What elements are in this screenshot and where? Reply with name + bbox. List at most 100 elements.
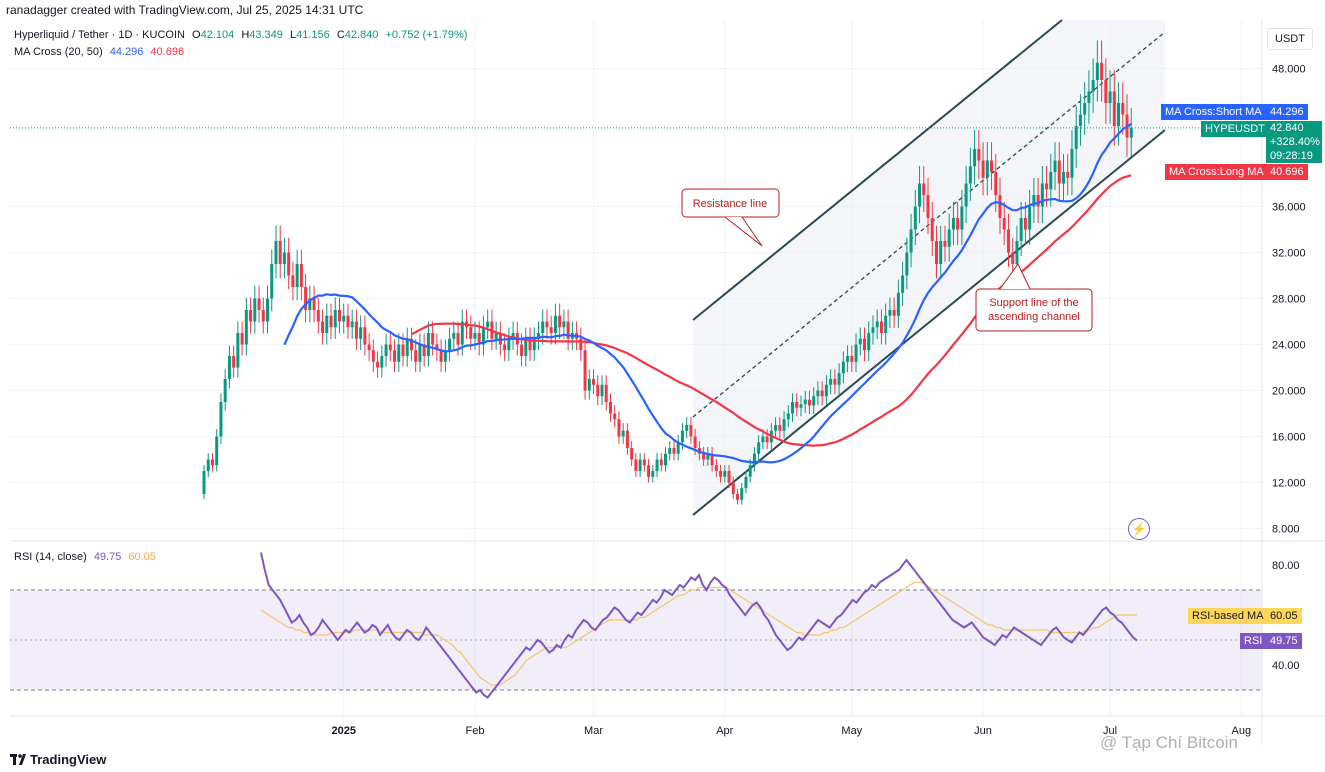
candle-body bbox=[536, 333, 540, 339]
candle-body bbox=[257, 298, 261, 310]
ma-short-value-tag: 44.296 bbox=[1266, 104, 1308, 120]
candle-body bbox=[786, 413, 790, 420]
candle-body bbox=[625, 430, 629, 448]
candle-body bbox=[829, 379, 833, 385]
candle-body bbox=[740, 488, 744, 500]
candle-body bbox=[532, 338, 536, 351]
candle-body bbox=[668, 448, 672, 454]
candle-body bbox=[943, 241, 947, 247]
candle-body bbox=[1074, 126, 1078, 149]
candle-body bbox=[985, 160, 989, 178]
candle-body bbox=[206, 459, 210, 471]
price-tick-label: 24.000 bbox=[1272, 340, 1306, 352]
candle-body bbox=[202, 471, 206, 494]
candle-body bbox=[1036, 195, 1040, 207]
candle-body bbox=[1087, 91, 1091, 103]
rsi-value-tag: 49.75 bbox=[1266, 633, 1302, 649]
candle-body bbox=[748, 465, 752, 477]
symbol-tag: HYPEUSDT bbox=[1201, 121, 1269, 137]
candle-body bbox=[240, 333, 244, 345]
candle-body bbox=[799, 404, 803, 408]
candle-body bbox=[397, 344, 401, 362]
bolt-icon[interactable]: ⚡ bbox=[1128, 518, 1150, 540]
candle-body bbox=[858, 338, 862, 345]
o-label: O bbox=[192, 29, 201, 41]
candle-body bbox=[566, 321, 570, 339]
price-tick-label: 8.000 bbox=[1272, 524, 1300, 536]
candle-body bbox=[863, 338, 867, 351]
rsi-ma-value-tag: 60.05 bbox=[1266, 608, 1302, 624]
candle-body bbox=[1091, 80, 1095, 92]
candle-body bbox=[1117, 103, 1121, 126]
rsi-tick-label: 80.00 bbox=[1272, 560, 1300, 572]
candle-body bbox=[956, 218, 960, 230]
candle-body bbox=[1057, 160, 1061, 184]
rsi-ma-label-tag: RSI-based MA bbox=[1188, 608, 1268, 624]
price-tick-label: 28.000 bbox=[1272, 294, 1306, 306]
candle-body bbox=[846, 356, 850, 362]
candle-body bbox=[215, 436, 219, 466]
currency-button[interactable]: USDT bbox=[1267, 28, 1313, 50]
channel-fill bbox=[693, 20, 1165, 515]
rsi-ma-value: 60.05 bbox=[128, 551, 156, 563]
support-label-line1: Support line of the bbox=[989, 297, 1078, 309]
rsi-tick-label: 40.00 bbox=[1272, 660, 1300, 672]
candle-body bbox=[791, 402, 795, 414]
candle-body bbox=[325, 315, 329, 333]
candle-body bbox=[558, 315, 562, 328]
candle-body bbox=[676, 442, 680, 454]
candle-body bbox=[380, 356, 384, 368]
symbol-title: Hyperliquid / Tether · 1D · KUCOIN bbox=[14, 29, 185, 41]
candle-body bbox=[1002, 218, 1006, 230]
candle-body bbox=[892, 310, 896, 316]
candle-body bbox=[608, 402, 612, 414]
header-bar: ranadagger created with TradingView.com,… bbox=[0, 0, 1325, 20]
candle-body bbox=[1015, 241, 1019, 264]
rsi-legend: RSI (14, close) 49.75 60.05 bbox=[14, 549, 156, 565]
candle-body bbox=[456, 333, 460, 345]
candle-body bbox=[219, 402, 223, 437]
percent-value: +328.40% bbox=[1270, 136, 1320, 148]
candle-body bbox=[541, 321, 545, 333]
credit-text: ranadagger created with TradingView.com,… bbox=[6, 3, 364, 17]
rsi-value: 49.75 bbox=[93, 551, 122, 563]
candle-body bbox=[757, 442, 761, 454]
candle-body bbox=[706, 453, 710, 460]
price-tick-label: 16.000 bbox=[1272, 432, 1306, 444]
candle-body bbox=[448, 338, 452, 351]
candle-body bbox=[354, 321, 358, 339]
candle-body bbox=[431, 333, 435, 345]
candle-body bbox=[850, 356, 854, 362]
candle-body bbox=[342, 315, 346, 322]
candle-body bbox=[418, 344, 422, 362]
candle-body bbox=[503, 344, 507, 351]
candle-body bbox=[964, 183, 968, 207]
candle-body bbox=[812, 396, 816, 406]
candle-body bbox=[951, 218, 955, 230]
candle-body bbox=[1062, 172, 1066, 184]
candle-body bbox=[414, 350, 418, 362]
candle-body bbox=[795, 402, 799, 408]
candle-body bbox=[778, 425, 782, 431]
candle-body bbox=[634, 459, 638, 471]
candle-body bbox=[363, 327, 367, 345]
candle-body bbox=[727, 471, 731, 483]
candle-body bbox=[664, 453, 668, 466]
candle-body bbox=[329, 315, 333, 328]
candle-body bbox=[367, 344, 371, 351]
candle-body bbox=[939, 241, 943, 264]
candle-body bbox=[359, 327, 363, 339]
candle-body bbox=[879, 321, 883, 333]
candle-body bbox=[1040, 183, 1044, 207]
price-tick-label: 12.000 bbox=[1272, 478, 1306, 490]
candle-body bbox=[918, 183, 922, 207]
candle-body bbox=[1019, 218, 1023, 241]
candle-body bbox=[253, 298, 257, 322]
candle-body bbox=[426, 333, 430, 356]
candle-body bbox=[774, 425, 778, 431]
candle-body bbox=[926, 195, 930, 218]
candle-body bbox=[1100, 62, 1104, 80]
candle-body bbox=[689, 425, 693, 437]
time-tick-label: Jul bbox=[1103, 725, 1117, 737]
